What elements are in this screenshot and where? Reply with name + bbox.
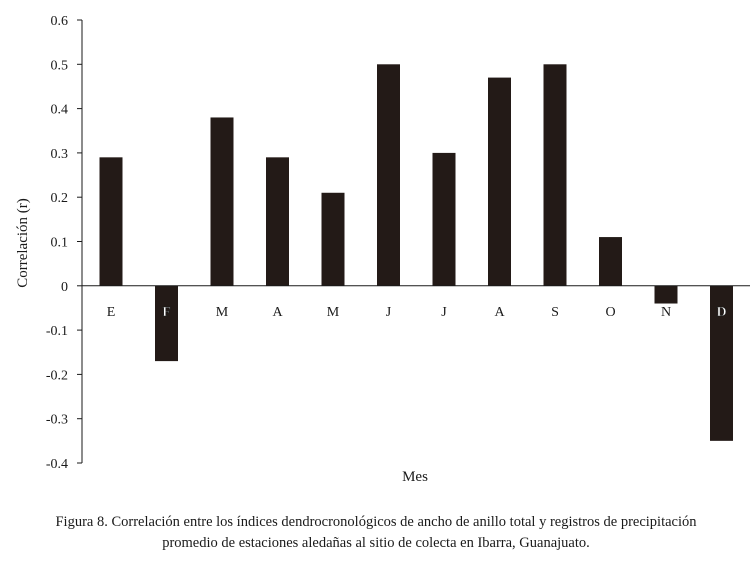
bar-6 xyxy=(377,64,400,286)
bars-group xyxy=(99,64,733,441)
bar-10 xyxy=(599,237,622,286)
y-ticks-group: 0.6 0.5 0.4 0.3 0.2 0.1 0 -0.1 -0.2 -0.3 -0.4 xyxy=(46,14,82,472)
y-tick-label: -0.1 xyxy=(46,324,68,339)
bar-7 xyxy=(432,152,456,286)
x-tick-label: A xyxy=(494,305,505,320)
x-tick-label: F xyxy=(162,305,171,320)
x-tick-label: M xyxy=(327,305,340,320)
y-tick-label: 0.3 xyxy=(51,147,69,162)
caption-line-2: promedio de estaciones aledañas al sitio… xyxy=(162,535,590,551)
bar-9 xyxy=(543,64,567,286)
x-tick-label: S xyxy=(551,305,559,320)
y-axis-label: Correlación (r) xyxy=(15,198,31,288)
x-tick-label: D xyxy=(716,305,726,320)
bar-8 xyxy=(488,77,511,286)
y-tick-label: 0.2 xyxy=(51,191,69,206)
bar-chart: 0.6 0.5 0.4 0.3 0.2 0.1 0 -0.1 -0.2 -0.3 -0.4 E F M A… xyxy=(15,14,750,485)
x-tick-label: M xyxy=(216,305,229,320)
x-tick-label: J xyxy=(386,305,392,320)
bar-1 xyxy=(99,157,123,286)
x-axis-label: Mes xyxy=(402,469,428,485)
y-tick-label: -0.3 xyxy=(46,413,68,428)
bar-2 xyxy=(155,285,178,362)
bar-4 xyxy=(266,157,289,286)
x-tick-label: A xyxy=(272,305,283,320)
bar-12 xyxy=(710,285,733,441)
x-tick-label: O xyxy=(605,305,615,320)
x-tick-label: J xyxy=(441,305,447,320)
y-tick-label: 0 xyxy=(61,280,68,295)
bar-11 xyxy=(654,285,678,304)
y-tick-label: 0.5 xyxy=(51,58,69,73)
bar-3 xyxy=(210,117,234,286)
x-tick-label: N xyxy=(661,305,671,320)
caption-line-1: Figura 8. Correlación entre los índices … xyxy=(55,514,697,530)
x-tick-label: E xyxy=(107,305,116,320)
y-tick-label: -0.4 xyxy=(46,457,68,472)
bar-5 xyxy=(321,192,345,286)
figure-caption: Figura 8. Correlación entre los índices … xyxy=(0,512,752,554)
y-tick-label: -0.2 xyxy=(46,368,68,383)
y-tick-label: 0.4 xyxy=(51,103,69,118)
y-tick-label: 0.1 xyxy=(51,236,69,251)
y-tick-label: 0.6 xyxy=(51,14,69,29)
